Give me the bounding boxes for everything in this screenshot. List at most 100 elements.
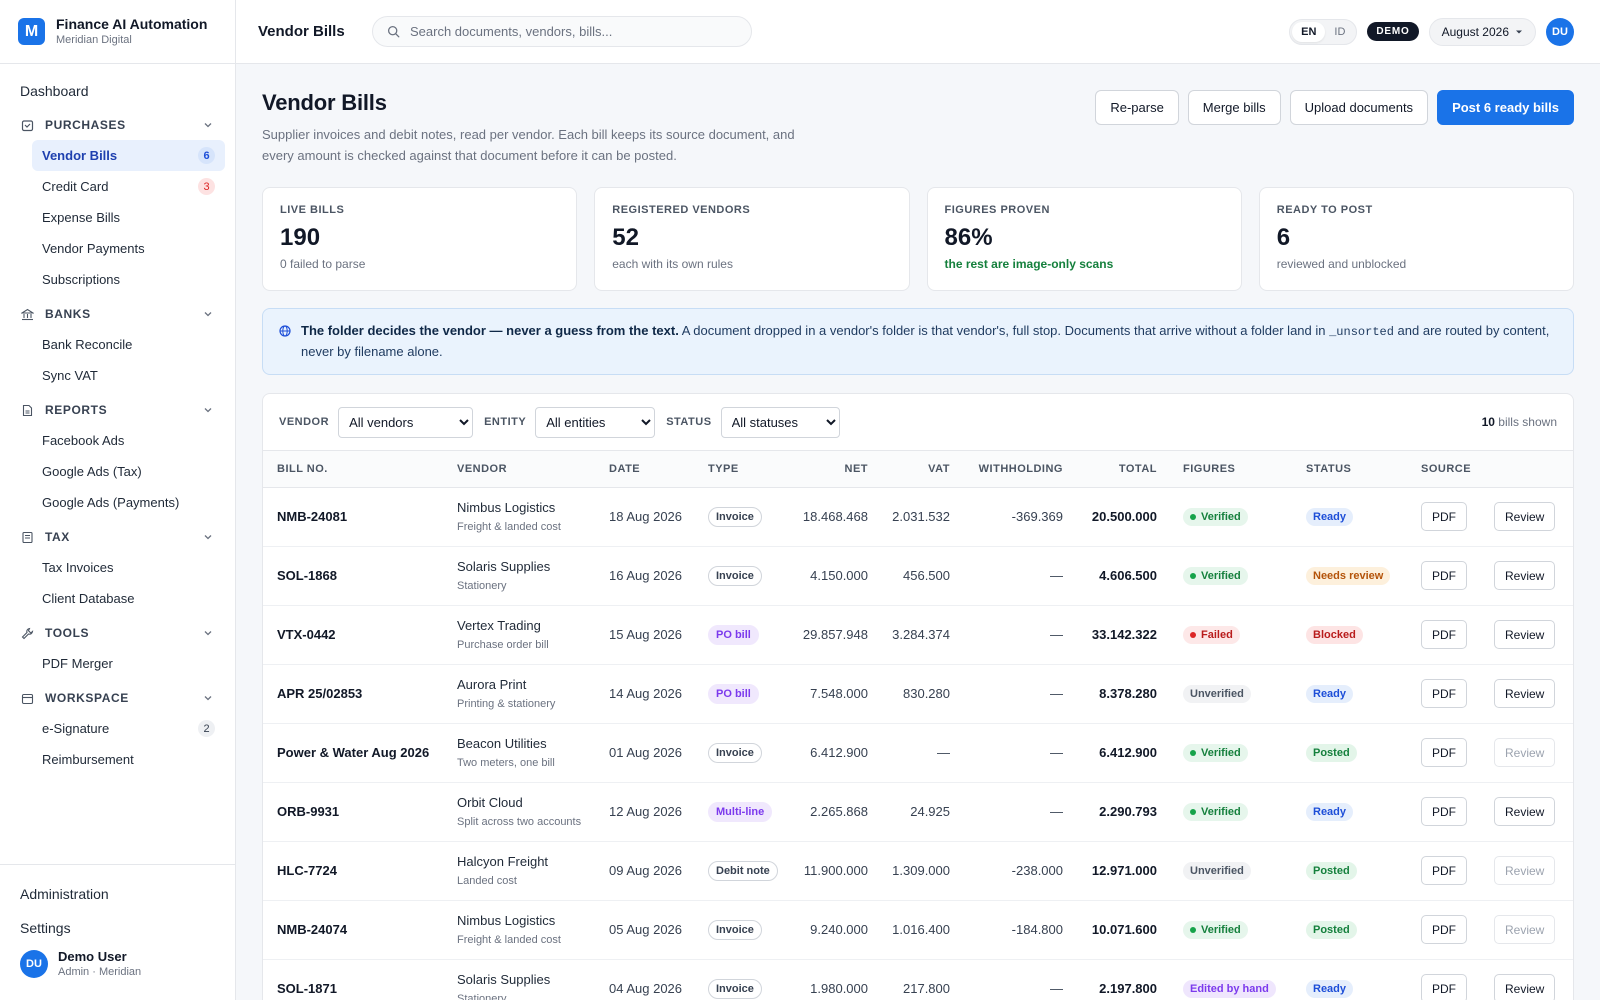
table-cell: Power & Water Aug 2026 <box>263 723 443 783</box>
topbar-avatar[interactable]: DU <box>1546 17 1574 46</box>
review-button[interactable]: Review <box>1494 561 1556 590</box>
pdf-source-button[interactable]: PDF <box>1421 561 1467 590</box>
table-cell: Verified <box>1169 782 1292 842</box>
figures-label: Verified <box>1201 805 1241 818</box>
pdf-source-button[interactable]: PDF <box>1421 974 1467 1000</box>
nav-group-header[interactable]: WORKSPACE <box>10 683 225 713</box>
sidebar-item-dashboard[interactable]: Dashboard <box>20 83 89 99</box>
review-button[interactable]: Review <box>1494 738 1556 767</box>
sidebar-item-vendor-bills[interactable]: Vendor Bills 6 <box>32 140 225 171</box>
sidebar-item-sync-vat[interactable]: Sync VAT <box>10 360 225 391</box>
table-cell: PDF <box>1407 487 1480 547</box>
search-box[interactable] <box>372 16 752 47</box>
status-dot-icon <box>1190 513 1196 520</box>
table-row[interactable]: VTX-0442 Vertex Trading Purchase order bil… <box>263 605 1573 665</box>
table-cell: 09 Aug 2026 <box>595 841 694 901</box>
table-row[interactable]: Power & Water Aug 2026 Beacon Utilities Tw… <box>263 723 1573 783</box>
language-toggle[interactable]: EN ID <box>1289 18 1358 45</box>
chevron-down-icon[interactable] <box>203 120 213 130</box>
search-input[interactable] <box>410 24 730 39</box>
nav-group-header[interactable]: BANKS <box>10 299 225 329</box>
review-button[interactable]: Review <box>1494 679 1556 708</box>
user-profile[interactable]: DU Demo User Admin · Meridian <box>20 949 215 979</box>
post-ready-bills-button[interactable]: Post 6 ready bills <box>1437 90 1574 125</box>
sidebar-item-google-ads-payments[interactable]: Google Ads (Payments) <box>10 487 225 518</box>
nav-group-header[interactable]: TOOLS <box>10 618 225 648</box>
lang-en[interactable]: EN <box>1292 21 1326 42</box>
chevron-down-icon[interactable] <box>203 532 213 542</box>
page-description: Supplier invoices and debit notes, read … <box>262 127 795 163</box>
sidebar-item-e-signature[interactable]: e-Signature 2 <box>10 713 225 744</box>
withholding-amount: — <box>1050 804 1063 819</box>
pdf-source-button[interactable]: PDF <box>1421 738 1467 767</box>
pdf-source-button[interactable]: PDF <box>1421 797 1467 826</box>
period-selector[interactable]: August 2026 <box>1428 17 1536 46</box>
vendor-filter-select[interactable]: All vendors <box>338 406 474 438</box>
sidebar-item-settings[interactable]: Settings <box>20 920 71 936</box>
withholding-amount: — <box>1050 568 1063 583</box>
table-cell: 456.500 <box>880 546 962 606</box>
table-row[interactable]: NMB-24074 Nimbus Logistics Freight & lande… <box>263 900 1573 960</box>
sidebar-item-tax-invoices[interactable]: Tax Invoices <box>10 552 225 583</box>
sidebar-item-administration[interactable]: Administration <box>20 886 109 902</box>
sidebar-item-client-database[interactable]: Client Database <box>10 583 225 614</box>
stat-label: LIVE BILLS <box>280 204 345 216</box>
sidebar-item-subscriptions[interactable]: Subscriptions <box>10 264 225 295</box>
review-button[interactable]: Review <box>1494 502 1556 531</box>
pdf-source-button[interactable]: PDF <box>1421 915 1467 944</box>
table-cell: PDF <box>1407 900 1480 960</box>
stat-label: REGISTERED VENDORS <box>612 204 751 216</box>
column-header-vat: VAT <box>880 451 962 488</box>
sidebar-item-vendor-payments[interactable]: Vendor Payments <box>10 233 225 264</box>
pdf-source-button[interactable]: PDF <box>1421 620 1467 649</box>
table-row[interactable]: APR 25/02853 Aurora Print Printing & stati… <box>263 664 1573 724</box>
table-row[interactable]: NMB-24081 Nimbus Logistics Freight & lande… <box>263 487 1573 547</box>
bill-date: 12 Aug 2026 <box>609 804 683 819</box>
nav-group-header[interactable]: PURCHASES <box>10 110 225 140</box>
table-cell: PDF <box>1407 723 1480 783</box>
tax-icon <box>21 531 34 544</box>
pdf-source-button[interactable]: PDF <box>1421 502 1467 531</box>
status-filter-select[interactable]: All statuses <box>720 406 840 438</box>
chevron-down-icon[interactable] <box>203 405 213 415</box>
brand[interactable]: M Finance AI Automation Meridian Digital <box>0 0 235 64</box>
table-cell: Beacon Utilities Two meters, one bill <box>443 723 595 783</box>
nav-group-header[interactable]: REPORTS <box>10 395 225 425</box>
table-row[interactable]: SOL-1871 Solaris Supplies Stationery 04 Aug… <box>263 959 1573 1000</box>
total-amount: 33.142.322 <box>1091 627 1157 642</box>
stat-sub: each with its own rules <box>612 257 733 271</box>
chevron-down-icon[interactable] <box>203 309 213 319</box>
lang-id[interactable]: ID <box>1334 25 1346 38</box>
status-dot-icon <box>1190 808 1196 815</box>
chevron-down-icon[interactable] <box>203 628 213 638</box>
sidebar-item-bank-reconcile[interactable]: Bank Reconcile <box>10 329 225 360</box>
sidebar-item-pdf-merger[interactable]: PDF Merger <box>10 648 225 679</box>
review-button[interactable]: Review <box>1494 797 1556 826</box>
reparse-button[interactable]: Re-parse <box>1095 90 1179 125</box>
review-button[interactable]: Review <box>1494 974 1556 1000</box>
status-badge: Ready <box>1306 507 1354 526</box>
figures-label: Edited by hand <box>1190 982 1269 995</box>
review-button[interactable]: Review <box>1494 856 1556 885</box>
sidebar-item-facebook-ads[interactable]: Facebook Ads <box>10 425 225 456</box>
upload-documents-button[interactable]: Upload documents <box>1289 90 1429 125</box>
chevron-down-icon[interactable] <box>203 693 213 703</box>
pdf-source-button[interactable]: PDF <box>1421 679 1467 708</box>
sidebar-item-expense-bills[interactable]: Expense Bills <box>10 202 225 233</box>
sidebar-item-google-ads-tax[interactable]: Google Ads (Tax) <box>10 456 225 487</box>
table-row[interactable]: HLC-7724 Halcyon Freight Landed cost 09 Aug… <box>263 841 1573 901</box>
sidebar-item-credit-card[interactable]: Credit Card 3 <box>10 171 225 202</box>
table-row[interactable]: ORB-9931 Orbit Cloud Split across two acco… <box>263 782 1573 842</box>
vendor-name: Halcyon Freight <box>457 853 549 869</box>
review-button[interactable]: Review <box>1494 620 1556 649</box>
table-row[interactable]: SOL-1868 Solaris Supplies Stationery 16 Aug… <box>263 546 1573 606</box>
review-button[interactable]: Review <box>1494 915 1556 944</box>
sidebar-item-reimbursement[interactable]: Reimbursement <box>10 744 225 775</box>
table-cell: Review <box>1480 487 1573 547</box>
type-badge: Debit note <box>708 860 778 881</box>
pdf-source-button[interactable]: PDF <box>1421 856 1467 885</box>
nav-group-header[interactable]: TAX <box>10 522 225 552</box>
entity-filter-select[interactable]: All entities <box>535 406 656 438</box>
merge-bills-button[interactable]: Merge bills <box>1187 90 1281 125</box>
notice-code: _unsorted <box>1329 325 1394 339</box>
